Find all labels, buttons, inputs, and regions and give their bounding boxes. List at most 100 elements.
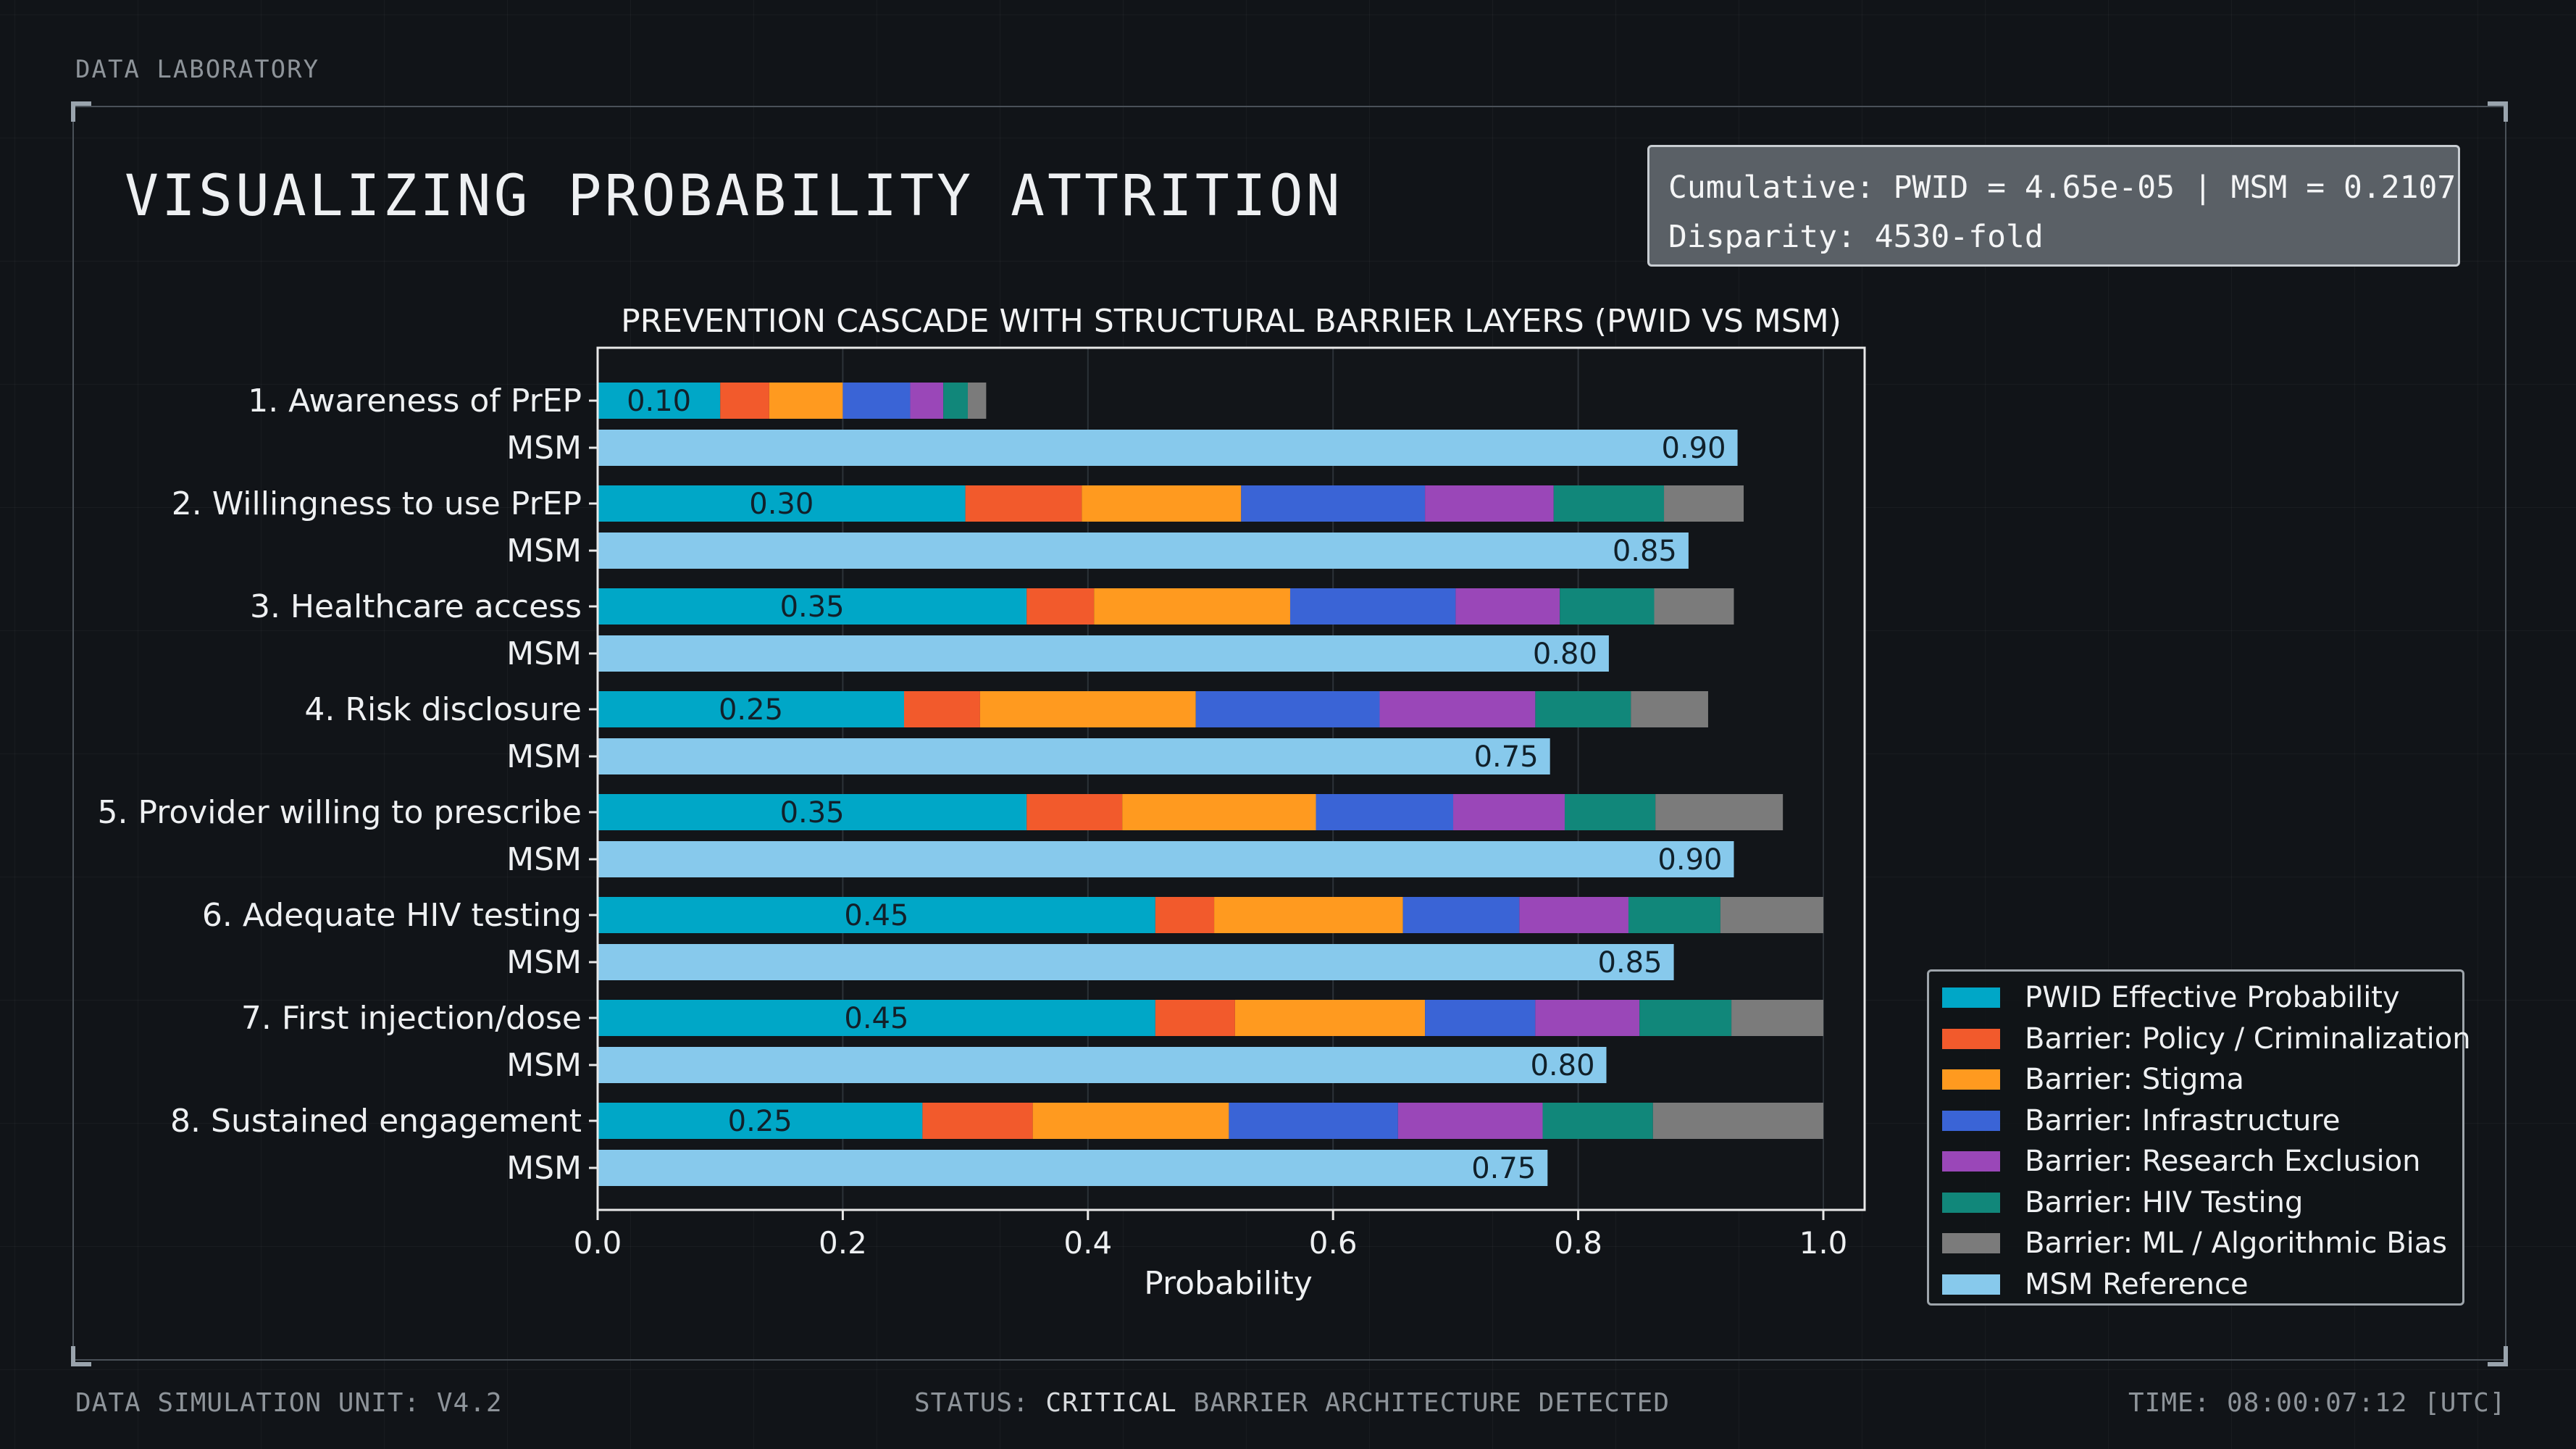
footer-status: STATUS: CRITICAL BARRIER ARCHITECTURE DE… xyxy=(914,1388,1670,1418)
barrier-segment-ml-bias xyxy=(1664,485,1744,522)
barrier-segment-research xyxy=(1519,897,1628,933)
barrier-segment-policy xyxy=(1026,588,1095,625)
legend-item-hiv-testing: Barrier: HIV Testing xyxy=(1942,1182,2451,1224)
msm-row-label: MSM xyxy=(506,1150,582,1187)
stage-label: 6. Adequate HIV testing xyxy=(202,897,582,934)
msm-bar xyxy=(598,944,1674,980)
frame-corner-bottom-right xyxy=(2488,1346,2508,1366)
barrier-segment-stigma xyxy=(769,383,843,419)
barrier-segment-ml-bias xyxy=(1652,1103,1823,1139)
legend-swatch xyxy=(1942,1110,2000,1131)
barrier-segment-infrastructure xyxy=(1402,897,1520,933)
legend-item-pwid: PWID Effective Probability xyxy=(1942,977,2451,1019)
msm-value-label: 0.75 xyxy=(1474,740,1539,774)
barrier-segment-hiv-testing xyxy=(1564,794,1656,830)
msm-bar xyxy=(598,1150,1548,1186)
barrier-segment-infrastructure xyxy=(1241,485,1426,522)
barrier-segment-hiv-testing xyxy=(1553,485,1665,522)
barrier-segment-policy xyxy=(965,485,1082,522)
msm-row-label: MSM xyxy=(506,841,582,878)
legend-item-research: Barrier: Research Exclusion xyxy=(1942,1141,2451,1182)
barrier-segment-ml-bias xyxy=(1720,897,1823,933)
stage-label: 2. Willingness to use PrEP xyxy=(172,485,582,522)
pwid-value-label: 0.25 xyxy=(719,693,783,727)
barrier-segment-stigma xyxy=(979,691,1196,727)
barrier-segment-hiv-testing xyxy=(1628,897,1720,933)
legend-swatch xyxy=(1942,1192,2000,1213)
barrier-segment-hiv-testing xyxy=(943,383,968,419)
content-frame xyxy=(72,106,2506,1361)
msm-row-label: MSM xyxy=(506,1047,582,1084)
x-tick-label: 0.0 xyxy=(574,1225,622,1261)
legend-item-policy: Barrier: Policy / Criminalization xyxy=(1942,1019,2471,1060)
barrier-segment-stigma xyxy=(1234,1000,1426,1036)
legend-label: Barrier: Infrastructure xyxy=(2025,1103,2341,1137)
barrier-segment-policy xyxy=(720,383,769,419)
legend-item-ml-bias: Barrier: ML / Algorithmic Bias xyxy=(1942,1223,2451,1264)
footer-time: TIME: 08:00:07:12 [UTC] xyxy=(2128,1388,2506,1418)
legend-swatch xyxy=(1942,1233,2000,1254)
barrier-segment-hiv-testing xyxy=(1560,588,1655,625)
legend-item-msm: MSM Reference xyxy=(1942,1264,2451,1306)
stage-label: 5. Provider willing to prescribe xyxy=(97,794,582,831)
status-suffix: BARRIER ARCHITECTURE DETECTED xyxy=(1176,1388,1670,1418)
frame-corner-top-right xyxy=(2488,101,2508,122)
msm-row-label: MSM xyxy=(506,533,582,569)
pwid-bar xyxy=(598,1103,923,1139)
msm-value-label: 0.80 xyxy=(1530,1049,1594,1082)
barrier-segment-ml-bias xyxy=(1654,588,1734,625)
msm-value-label: 0.90 xyxy=(1657,843,1722,877)
legend-label: Barrier: Stigma xyxy=(2025,1063,2244,1097)
barrier-segment-hiv-testing xyxy=(1542,1103,1653,1139)
pwid-bar xyxy=(598,897,1155,933)
msm-value-label: 0.85 xyxy=(1598,946,1663,980)
msm-bar xyxy=(598,635,1609,672)
x-axis-label: Probability xyxy=(1144,1265,1313,1302)
status-critical: CRITICAL xyxy=(1045,1388,1177,1418)
barrier-segment-stigma xyxy=(1032,1103,1229,1139)
pwid-value-label: 0.35 xyxy=(780,590,845,624)
legend-label: MSM Reference xyxy=(2025,1267,2249,1301)
cumulative-line: Cumulative: PWID = 4.65e-05 | MSM = 0.21… xyxy=(1668,170,2456,206)
x-tick-label: 0.4 xyxy=(1063,1225,1112,1261)
barrier-segment-policy xyxy=(1155,1000,1235,1036)
barrier-segment-infrastructure xyxy=(1229,1103,1398,1139)
plot-frame xyxy=(596,346,1866,1211)
barrier-segment-stigma xyxy=(1214,897,1403,933)
disparity-line: Disparity: 4530-fold xyxy=(1668,219,2044,255)
msm-bar xyxy=(598,841,1734,877)
legend-swatch xyxy=(1942,1028,2000,1049)
msm-row-label: MSM xyxy=(506,430,582,467)
legend-label: PWID Effective Probability xyxy=(2025,981,2400,1015)
msm-bar xyxy=(598,1047,1607,1083)
pwid-bar xyxy=(598,794,1027,830)
barrier-segment-stigma xyxy=(1094,588,1290,625)
barrier-segment-research xyxy=(1425,485,1554,522)
stage-label: 1. Awareness of PrEP xyxy=(248,383,582,419)
pwid-value-label: 0.35 xyxy=(780,796,845,830)
status-prefix: STATUS: xyxy=(914,1388,1046,1418)
legend-item-stigma: Barrier: Stigma xyxy=(1942,1059,2451,1101)
legend-swatch xyxy=(1942,987,2000,1009)
barrier-segment-policy xyxy=(922,1103,1033,1139)
stage-label: 4. Risk disclosure xyxy=(304,691,582,728)
lab-label: DATA LABORATORY xyxy=(75,55,320,84)
barrier-segment-policy xyxy=(904,691,980,727)
stage-label: 8. Sustained engagement xyxy=(170,1103,582,1140)
barrier-segment-hiv-testing xyxy=(1535,691,1631,727)
pwid-value-label: 0.30 xyxy=(749,488,814,521)
legend-label: Barrier: Research Exclusion xyxy=(2025,1145,2421,1179)
barrier-segment-research xyxy=(1397,1103,1543,1139)
frame-corner-top-left xyxy=(71,101,91,122)
msm-row-label: MSM xyxy=(506,635,582,672)
legend-swatch xyxy=(1942,1274,2000,1295)
barrier-segment-research xyxy=(1453,794,1565,830)
barrier-segment-stigma xyxy=(1082,485,1242,522)
msm-bar xyxy=(598,430,1738,466)
chart-legend: PWID Effective Probability Barrier: Polic… xyxy=(1927,969,2471,1306)
x-tick-label: 0.2 xyxy=(819,1225,867,1261)
msm-row-label: MSM xyxy=(506,944,582,981)
legend-swatch xyxy=(1942,1151,2000,1172)
msm-value-label: 0.80 xyxy=(1533,638,1597,671)
